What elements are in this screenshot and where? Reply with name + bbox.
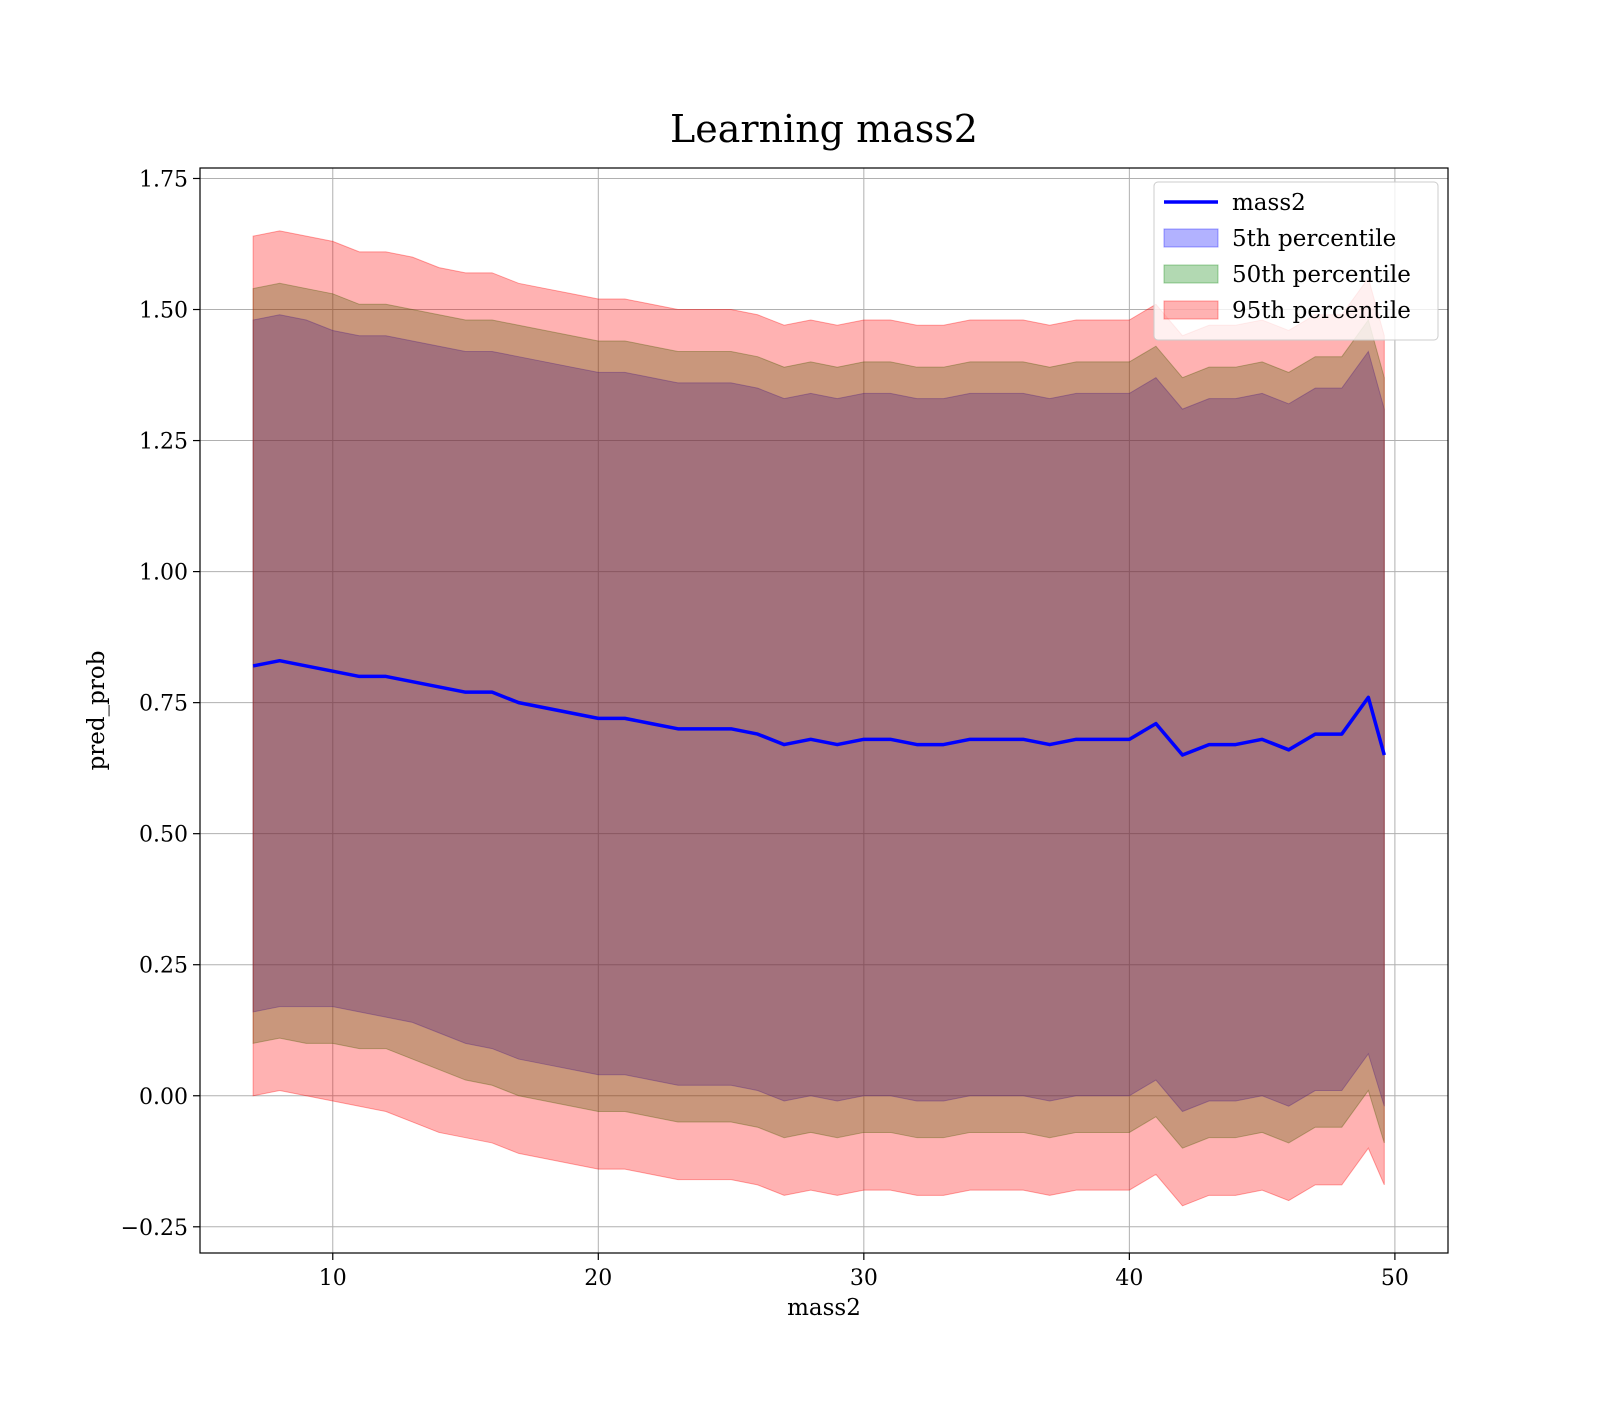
line-layer [252, 658, 1386, 757]
y-tick-label: 1.75 [139, 167, 188, 192]
legend-label: 5th percentile [1232, 226, 1396, 252]
y-tick-label: 0.75 [139, 692, 188, 717]
x-tick-label: 40 [1115, 1266, 1143, 1291]
band-50th-percentile [252, 282, 1385, 1149]
legend-label: 50th percentile [1232, 262, 1411, 288]
x-tick-label: 50 [1381, 1266, 1409, 1291]
legend-box [1153, 181, 1439, 341]
y-tick-label: 0.00 [139, 1085, 188, 1110]
legend-swatch [1163, 228, 1219, 248]
y-tick-label: −0.25 [121, 1216, 188, 1241]
x-axis: 10 20 30 40 50 [319, 1253, 1409, 1291]
legend-label: 95th percentile [1232, 298, 1411, 324]
y-tick-label: 0.25 [139, 954, 188, 979]
plot-frame [199, 167, 1449, 1254]
y-tick-label: 1.50 [139, 299, 188, 324]
x-tick-label: 30 [850, 1266, 878, 1291]
legend: mass2 5th percentile 50th percentile 95th p… [1153, 181, 1439, 341]
legend-swatch [1163, 300, 1219, 320]
legend-swatch [1163, 264, 1219, 284]
y-tick-label: 0.50 [139, 823, 188, 848]
chart-title: Learning mass2 [670, 107, 978, 151]
y-tick-label: 1.25 [139, 430, 188, 455]
band-5th-percentile [252, 314, 1385, 1113]
y-axis-label: pred_prob [84, 651, 110, 771]
series-line-mass2 [252, 658, 1386, 757]
band-layer [252, 230, 1385, 1207]
band-95th-percentile [252, 230, 1385, 1207]
x-axis-label: mass2 [787, 1295, 861, 1321]
x-tick-label: 10 [319, 1266, 347, 1291]
x-tick-label: 20 [584, 1266, 612, 1291]
legend-label: mass2 [1232, 190, 1306, 216]
y-tick-label: 1.00 [139, 561, 188, 586]
y-axis: −0.25 0.00 0.25 0.50 0.75 1.00 1.25 1.50 1.75 [121, 167, 200, 1241]
